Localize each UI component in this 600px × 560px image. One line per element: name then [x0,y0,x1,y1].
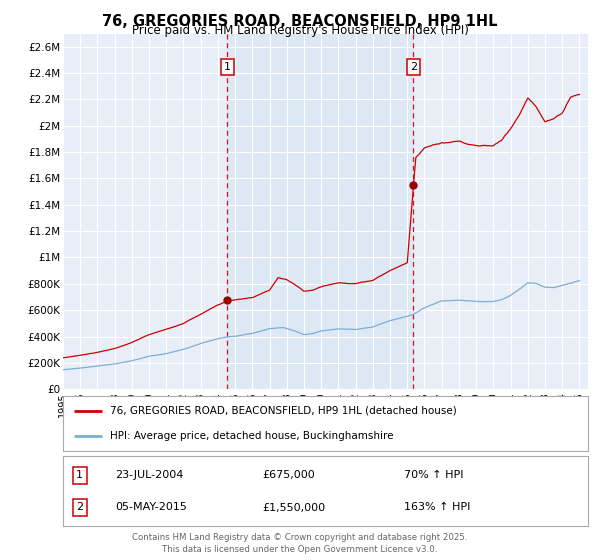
Text: 1: 1 [76,470,83,480]
Text: 1: 1 [224,62,231,72]
Text: 76, GREGORIES ROAD, BEACONSFIELD, HP9 1HL: 76, GREGORIES ROAD, BEACONSFIELD, HP9 1H… [102,14,498,29]
Text: 70% ↑ HPI: 70% ↑ HPI [404,470,464,480]
Text: 163% ↑ HPI: 163% ↑ HPI [404,502,470,512]
Text: HPI: Average price, detached house, Buckinghamshire: HPI: Average price, detached house, Buck… [110,431,394,441]
Text: 2: 2 [76,502,83,512]
Text: £675,000: £675,000 [263,470,315,480]
Text: Contains HM Land Registry data © Crown copyright and database right 2025.
This d: Contains HM Land Registry data © Crown c… [132,533,468,554]
Text: 05-MAY-2015: 05-MAY-2015 [115,502,187,512]
Text: 23-JUL-2004: 23-JUL-2004 [115,470,184,480]
Bar [227,34,413,389]
Text: 2: 2 [410,62,417,72]
Text: £1,550,000: £1,550,000 [263,502,326,512]
Text: Price paid vs. HM Land Registry's House Price Index (HPI): Price paid vs. HM Land Registry's House … [131,24,469,37]
Text: 76, GREGORIES ROAD, BEACONSFIELD, HP9 1HL (detached house): 76, GREGORIES ROAD, BEACONSFIELD, HP9 1H… [110,406,457,416]
